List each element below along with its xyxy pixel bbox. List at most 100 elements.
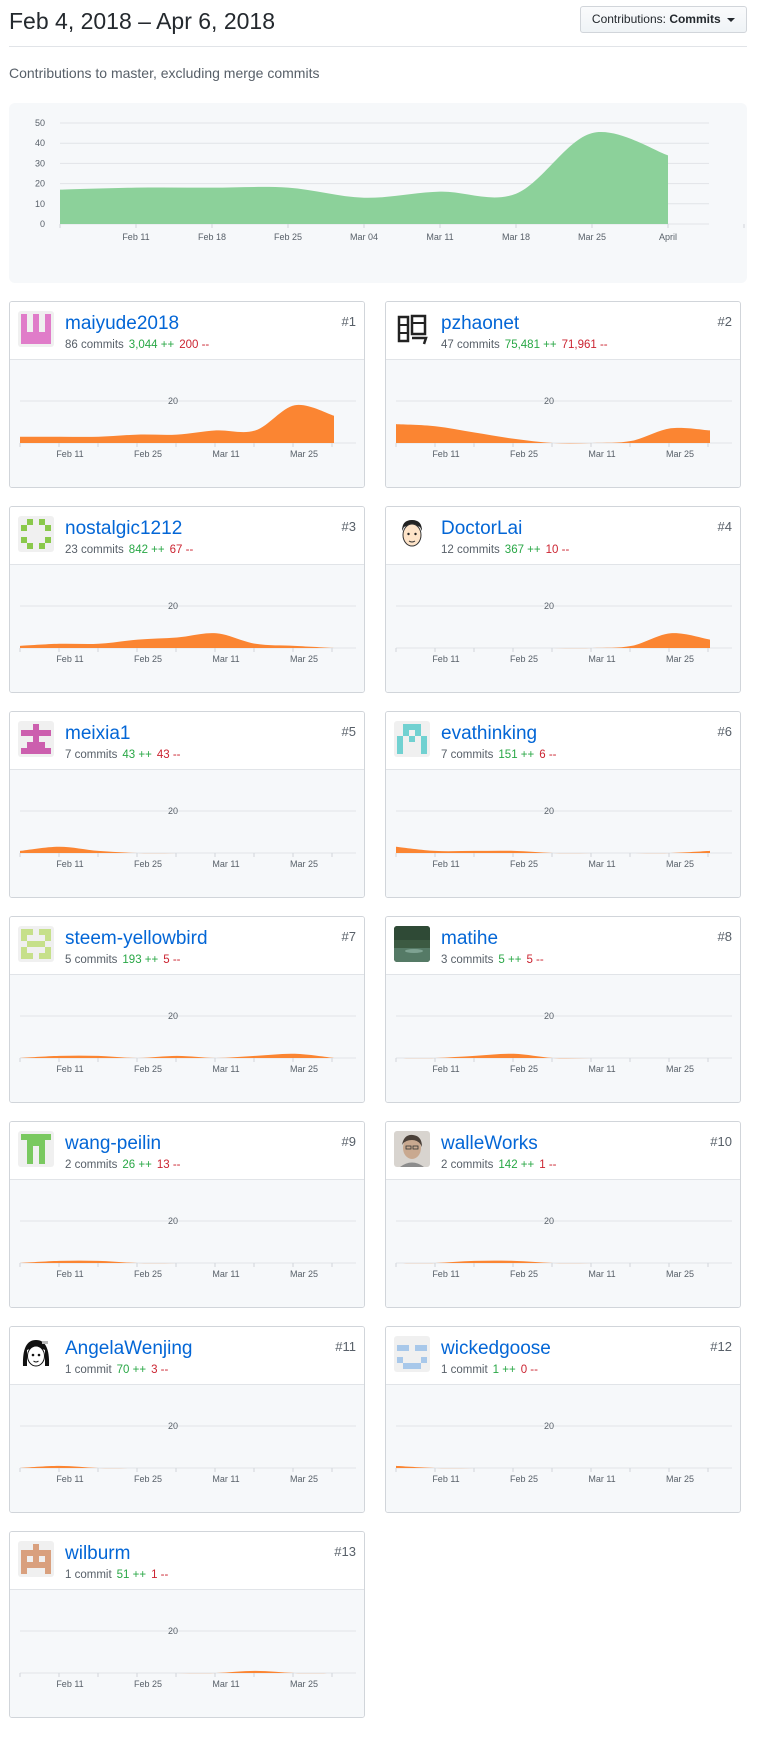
contributor-name-link[interactable]: evathinking xyxy=(441,723,538,744)
identicon-teal[interactable] xyxy=(394,721,430,757)
contributor-stats: 1 commit 51 ++ 1 -- xyxy=(65,1569,168,1581)
additions-count: 1 ++ xyxy=(492,1364,516,1376)
identicon-magenta[interactable] xyxy=(18,721,54,757)
additions-count: 142 ++ xyxy=(498,1159,535,1171)
contributor-chart: 20 Feb 11 Feb 25 Mar 11 Mar 25 xyxy=(386,360,740,487)
contributor-rank: #5 xyxy=(341,724,356,739)
contributor-card: matihe 3 commits 5 ++ 5 -- #8 20 Feb 11 Feb 25 M… xyxy=(385,916,741,1103)
contributor-chart-svg: 20 Feb 11 Feb 25 Mar 11 Mar 25 xyxy=(395,1421,732,1484)
y-tick-label: 20 xyxy=(168,1421,178,1431)
x-tick-label: Feb 25 xyxy=(134,1064,162,1074)
deletions-count: 5 -- xyxy=(526,954,544,966)
cartoon-face-avatar[interactable] xyxy=(394,516,430,552)
contributor-name-link[interactable]: matihe xyxy=(441,928,499,949)
x-tick-label: Feb 25 xyxy=(510,859,538,869)
identicon-tan[interactable] xyxy=(18,1541,54,1577)
contributor-stats: 2 commits 26 ++ 13 -- xyxy=(65,1159,180,1171)
x-tick-label: Mar 11 xyxy=(588,1064,615,1074)
identicon-pink[interactable] xyxy=(18,311,54,347)
contributor-chart: 20 Feb 11 Feb 25 Mar 11 Mar 25 xyxy=(386,1385,740,1512)
contributor-card: AngelaWenjing 1 commit 70 ++ 3 -- #11 20 Feb 1… xyxy=(9,1326,365,1513)
y-tick-label: 20 xyxy=(168,1216,178,1226)
contributor-name-link[interactable]: wickedgoose xyxy=(441,1338,551,1359)
deletions-count: 71,961 -- xyxy=(561,339,608,351)
contributions-type-select[interactable]: Contributions: Commits xyxy=(579,6,747,33)
landscape-photo-avatar[interactable] xyxy=(394,926,430,962)
additions-count: 3,044 ++ xyxy=(128,339,175,351)
contributor-stats: 47 commits 75,481 ++ 71,961 -- xyxy=(441,339,608,351)
x-tick-label: Mar 25 xyxy=(666,449,694,459)
contributor-name-link[interactable]: pzhaonet xyxy=(441,313,520,334)
x-tick-label: Feb 25 xyxy=(134,654,162,664)
chinese-character-avatar[interactable] xyxy=(394,311,430,347)
contributor-name-link[interactable]: steem-yellowbird xyxy=(65,928,208,949)
commit-count: 86 commits xyxy=(65,339,124,351)
y-tick-label: 20 xyxy=(168,1011,178,1021)
contributor-commits-area xyxy=(20,1465,334,1469)
contributor-name-link[interactable]: maiyude2018 xyxy=(65,313,180,334)
deletions-count: 67 -- xyxy=(169,544,194,556)
x-tick-label: Feb 11 xyxy=(56,859,83,869)
x-tick-label: Mar 25 xyxy=(290,1474,318,1484)
contributor-stats: 2 commits 142 ++ 1 -- xyxy=(441,1159,556,1171)
contributor-chart: 20 Feb 11 Feb 25 Mar 11 Mar 25 xyxy=(386,1180,740,1307)
deletions-count: 43 -- xyxy=(156,749,181,761)
x-tick-label: Mar 04 xyxy=(350,232,378,242)
identicon-green[interactable] xyxy=(18,516,54,552)
identicon-lightblue[interactable] xyxy=(394,1336,430,1372)
contributor-commits-area xyxy=(20,404,334,443)
contributor-name-link[interactable]: walleWorks xyxy=(441,1133,538,1154)
x-tick-label: Mar 11 xyxy=(426,232,453,242)
contributor-chart: 20 Feb 11 Feb 25 Mar 11 Mar 25 xyxy=(386,975,740,1102)
contributor-rank: #7 xyxy=(341,929,356,944)
x-tick-label: Mar 25 xyxy=(666,1064,694,1074)
x-tick-label: Feb 11 xyxy=(432,654,459,664)
commit-count: 7 commits xyxy=(65,749,118,761)
x-tick-label: Mar 11 xyxy=(212,1269,239,1279)
avatar-image xyxy=(394,516,430,552)
additions-count: 367 ++ xyxy=(504,544,541,556)
contributor-name-link[interactable]: wilburm xyxy=(65,1543,131,1564)
avatar-image xyxy=(18,1131,54,1167)
y-tick-label: 20 xyxy=(168,806,178,816)
identicon-lime[interactable] xyxy=(18,926,54,962)
contributor-card-header: wickedgoose 1 commit 1 ++ 0 -- #12 xyxy=(386,1327,740,1385)
identicon-green-t[interactable] xyxy=(18,1131,54,1167)
x-tick-label: Mar 11 xyxy=(212,1474,239,1484)
contributor-name-link[interactable]: DoctorLai xyxy=(441,518,523,539)
avatar-image xyxy=(394,1336,430,1372)
contributor-rank: #9 xyxy=(341,1134,356,1149)
additions-count: 70 ++ xyxy=(116,1364,147,1376)
additions-count: 151 ++ xyxy=(498,749,535,761)
contributor-commits-area xyxy=(396,1260,710,1264)
contributor-name-link[interactable]: meixia1 xyxy=(65,723,131,744)
y-tick-label: 20 xyxy=(168,1626,178,1636)
select-value: Commits xyxy=(669,12,721,26)
commit-count: 1 commit xyxy=(441,1364,488,1376)
x-tick-label: Feb 11 xyxy=(432,1269,459,1279)
contributor-card: walleWorks 2 commits 142 ++ 1 -- #10 20 Feb 11… xyxy=(385,1121,741,1308)
total-contributions-svg: 0 10 20 30 40 50 Feb 11 Feb 18 Feb 25 Mar 04 Mar 1… xyxy=(35,118,745,242)
additions-count: 5 ++ xyxy=(498,954,522,966)
additions-count: 43 ++ xyxy=(122,749,152,761)
contributor-commits-area xyxy=(396,1465,710,1469)
contributor-stats: 3 commits 5 ++ 5 -- xyxy=(441,954,544,966)
contributor-card-header: evathinking 7 commits 151 ++ 6 -- #6 xyxy=(386,712,740,770)
contributor-commits-area xyxy=(20,633,334,648)
x-tick-label: Mar 11 xyxy=(212,1679,239,1689)
contributor-name-link[interactable]: AngelaWenjing xyxy=(65,1338,193,1359)
contributor-name-link[interactable]: wang-peilin xyxy=(65,1133,162,1154)
y-tick-label: 20 xyxy=(544,806,554,816)
contributor-commits-area xyxy=(20,846,334,854)
y-tick-label: 20 xyxy=(168,396,178,406)
contributor-chart-svg: 20 Feb 11 Feb 25 Mar 11 Mar 25 xyxy=(395,1011,732,1074)
cartoon-girl-avatar[interactable] xyxy=(18,1336,54,1372)
x-tick-label: Feb 11 xyxy=(56,449,83,459)
contributor-name-link[interactable]: nostalgic1212 xyxy=(65,518,183,539)
x-tick-label: Feb 25 xyxy=(134,1269,162,1279)
person-photo-avatar[interactable] xyxy=(394,1131,430,1167)
commit-count: 23 commits xyxy=(65,544,124,556)
x-tick-label: Mar 25 xyxy=(666,1269,694,1279)
x-tick-label: Feb 18 xyxy=(198,232,226,242)
contributor-chart-svg: 20 Feb 11 Feb 25 Mar 11 Mar 25 xyxy=(19,1626,356,1689)
